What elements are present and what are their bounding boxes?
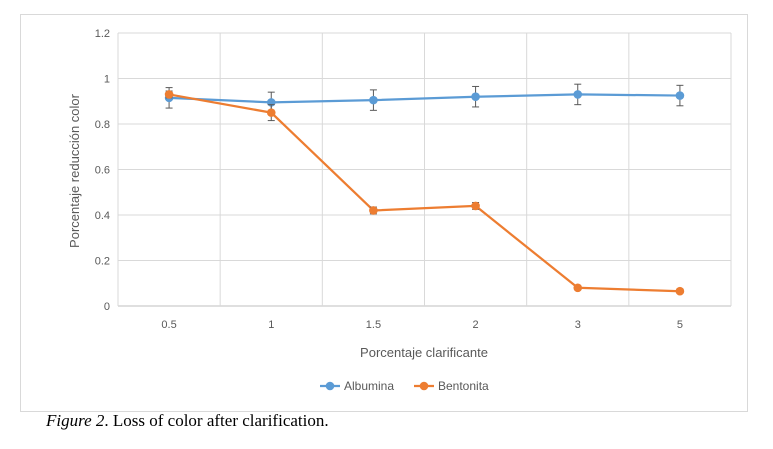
y-tick-label: 0: [104, 301, 110, 313]
x-tick-label: 2: [473, 319, 479, 331]
legend-swatch-marker: [325, 381, 335, 391]
y-tick-label: 0.2: [95, 256, 110, 268]
legend-item-albumina: Albumina: [320, 379, 394, 393]
legend-item-bentonita: Bentonita: [414, 379, 489, 393]
data-point: [471, 201, 480, 211]
x-tick-labels: 0.5 1 1.5 2 3 5: [161, 319, 683, 331]
legend-label: Bentonita: [438, 379, 489, 393]
y-tick-label: 1: [104, 74, 110, 86]
y-axis-title: Porcentaje reducción color: [67, 93, 82, 248]
grid: [117, 32, 732, 307]
y-tick-label: 1.2: [95, 28, 110, 40]
y-tick-label: 0.8: [95, 119, 110, 131]
data-point: [369, 206, 378, 215]
data-point: [573, 283, 583, 293]
data-point: [675, 286, 685, 296]
data-point: [573, 90, 583, 99]
chart-frame: [20, 14, 748, 412]
x-axis-title: Porcentaje clarificante: [360, 345, 488, 360]
y-tick-label: 0.4: [95, 210, 110, 222]
data-point: [164, 90, 174, 99]
series-line: [169, 93, 680, 104]
y-tick-label: 0.6: [95, 165, 110, 177]
figure-caption: Figure 2. Loss of color after clarificat…: [46, 411, 329, 431]
x-tick-label: 5: [677, 319, 683, 331]
x-tick-label: 3: [575, 319, 581, 331]
caption-text: . Loss of color after clarification.: [104, 411, 329, 430]
x-tick-label: 1: [268, 319, 274, 331]
caption-label: Figure 2: [46, 411, 105, 430]
data-point: [266, 108, 276, 117]
legend-swatch-marker: [419, 381, 429, 391]
legend-label: Albumina: [344, 379, 394, 393]
series-line: [168, 93, 680, 293]
series-bentonita: [164, 90, 685, 296]
x-tick-label: 0.5: [161, 319, 176, 331]
legend: Albumina Bentonita: [320, 379, 489, 393]
data-point: [675, 91, 685, 100]
data-point: [369, 95, 378, 105]
data-point: [471, 92, 480, 101]
series: [164, 83, 685, 296]
x-tick-label: 1.5: [366, 319, 381, 331]
y-tick-labels: 0 0.2 0.4 0.6 0.8 1 1.2: [95, 28, 110, 313]
